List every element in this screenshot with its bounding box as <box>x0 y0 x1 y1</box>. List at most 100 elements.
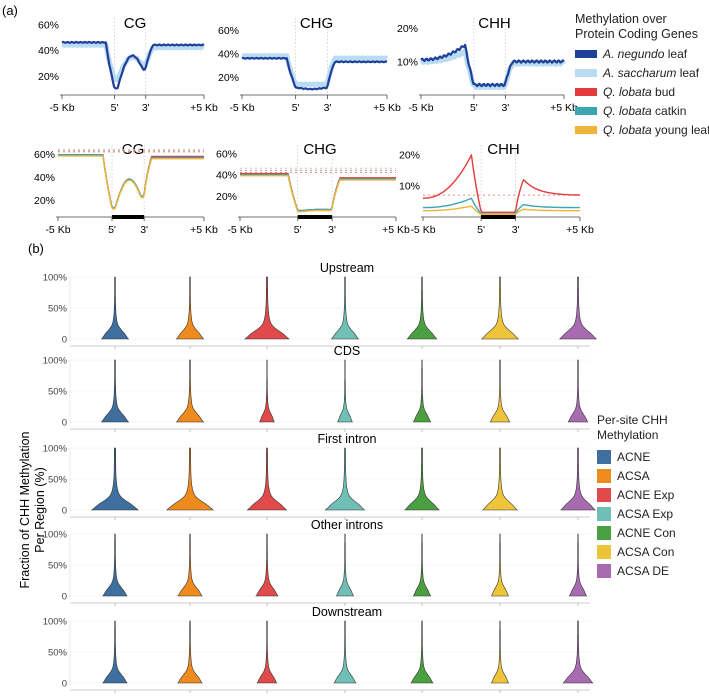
legend-chh-item: ACSA Con <box>597 542 707 561</box>
chart-quercus-chh: CHH 20% 10% -5 Kb 5' 3' +5 Kb <box>399 141 594 236</box>
legend-chh-swatch <box>597 506 611 521</box>
violin-acne <box>102 533 128 597</box>
series-line <box>423 197 580 215</box>
chart-acer-chg: CHG 60% 40% 20% -5 Kb 5' 3' +5 Kb <box>218 15 401 114</box>
series-line <box>58 154 204 209</box>
chart-acer-chh: CHH 20% 10% -5 Kb 5' 3' +5 Kb <box>397 15 578 114</box>
violin-acsa-exp <box>333 620 357 684</box>
legend-chh-label: ACSA <box>617 468 650 483</box>
y-tick-label: 10% <box>399 181 420 193</box>
y-tick-label: 10% <box>397 57 418 69</box>
violin-acsa-exp <box>337 359 353 423</box>
y-tick-label: 100% <box>43 617 68 628</box>
violin-acne-exp <box>246 447 288 511</box>
violin-acsa-con <box>480 276 520 340</box>
y-tick-label: 20% <box>38 71 59 83</box>
legend-chh-label: ACSA DE <box>617 563 670 578</box>
legend-item: Q. lobata young leaf <box>575 120 709 139</box>
series-line <box>240 174 396 213</box>
x-tick-label: 5' <box>470 102 478 114</box>
series-line <box>58 153 204 209</box>
violin-acsa-exp <box>330 276 360 340</box>
y-tick-label: 50% <box>48 387 68 398</box>
violin-acsa-exp <box>335 533 355 597</box>
legend-methylation: Methylation over Protein Coding Genes A.… <box>575 12 709 139</box>
violin-acne-con <box>412 533 432 597</box>
violin-panel-other-introns: Other introns 100% 50% 0 <box>43 518 590 606</box>
legend-chh-title-line1: Per-site CHH <box>597 413 668 427</box>
legend-item: A. negundo leaf <box>575 44 709 63</box>
violin-acne <box>100 359 130 423</box>
y-tick-label: 50% <box>48 304 68 315</box>
x-tick-label: +5 Kb <box>190 224 218 236</box>
series-line <box>58 155 204 210</box>
violin-acne-con <box>406 276 438 340</box>
x-tick-label: 5' <box>292 102 300 114</box>
y-tick-label: 0 <box>62 679 67 690</box>
y-tick-label: 60% <box>218 25 239 37</box>
legend-species: Q. lobata <box>603 103 652 118</box>
x-tick-label: +5 Kb <box>373 102 401 114</box>
legend-item: A. saccharum leaf <box>575 63 709 82</box>
legend-chh-item: ACSA DE <box>597 561 707 580</box>
violin-acne-exp <box>255 533 279 597</box>
y-tick-label: 40% <box>218 49 239 61</box>
violin-acne <box>100 276 130 340</box>
y-tick-label: 100% <box>43 530 68 541</box>
violin-acsa <box>165 447 215 511</box>
region-title: Upstream <box>320 261 374 275</box>
violin-acne <box>102 620 128 684</box>
y-tick-label: 100% <box>43 444 68 455</box>
legend-tissue: catkin <box>651 103 687 118</box>
legend-tissue: young leaf <box>651 122 709 137</box>
chart-title: CHH <box>487 141 520 158</box>
y-tick-label: 0 <box>62 335 67 346</box>
series-line <box>423 154 580 214</box>
x-tick-label: +5 Kb <box>566 224 594 236</box>
y-tick-label: 20% <box>399 149 420 161</box>
y-tick-label: 50% <box>48 561 68 572</box>
chart-title: CHG <box>300 15 333 32</box>
panel-label-b: (b) <box>28 241 44 256</box>
y-tick-label: 100% <box>43 273 68 284</box>
legend-tissue: leaf <box>676 65 700 80</box>
y-tick-label: 0 <box>62 592 67 603</box>
series-line <box>423 205 580 216</box>
y-tick-label: 60% <box>216 148 237 160</box>
violin-panel-cds: CDS 100% 50% 0 <box>43 344 590 432</box>
violin-ylabel-line2: Per Region (%) <box>33 467 47 552</box>
y-tick-label: 40% <box>34 172 55 184</box>
series-line <box>60 42 206 83</box>
violin-acsa-de <box>568 533 588 597</box>
x-tick-label: +5 Kb <box>190 102 218 114</box>
y-tick-label: 40% <box>38 45 59 57</box>
x-tick-label: -5 Kb <box>410 224 435 236</box>
violin-panel-upstream: Upstream 100% 50% 0 <box>43 261 598 349</box>
region-title: CDS <box>334 344 360 358</box>
x-tick-label: -5 Kb <box>229 102 254 114</box>
violin-acne <box>90 447 140 511</box>
y-tick-label: 20% <box>397 23 418 35</box>
legend-tissue: bud <box>651 84 676 99</box>
x-tick-label: 3' <box>328 224 336 236</box>
x-tick-label: 3' <box>501 102 509 114</box>
violin-acsa-de <box>558 276 598 340</box>
violin-acsa-con <box>482 447 518 511</box>
x-tick-label: -5 Kb <box>227 224 252 236</box>
chart-acer-cg: CG 60% 40% 20% -5 Kb 5' 3' +5 Kb <box>38 15 218 114</box>
x-tick-label: 3' <box>140 224 148 236</box>
legend-swatch <box>575 49 597 58</box>
x-tick-label: -5 Kb <box>49 102 74 114</box>
legend-chh-item: ACNE Con <box>597 523 707 542</box>
legend-swatch <box>575 87 597 96</box>
region-title: First intron <box>317 432 376 446</box>
x-tick-label: 3' <box>512 224 520 236</box>
violin-panel-downstream: Downstream 100% 50% 0 <box>43 605 594 693</box>
x-tick-label: 5' <box>111 102 119 114</box>
violin-acsa-con <box>490 533 510 597</box>
series-line <box>241 56 388 91</box>
violin-acne-exp <box>244 276 290 340</box>
violin-acne-con <box>412 359 432 423</box>
legend-chh-label: ACNE <box>617 449 651 464</box>
violin-acsa <box>175 359 205 423</box>
